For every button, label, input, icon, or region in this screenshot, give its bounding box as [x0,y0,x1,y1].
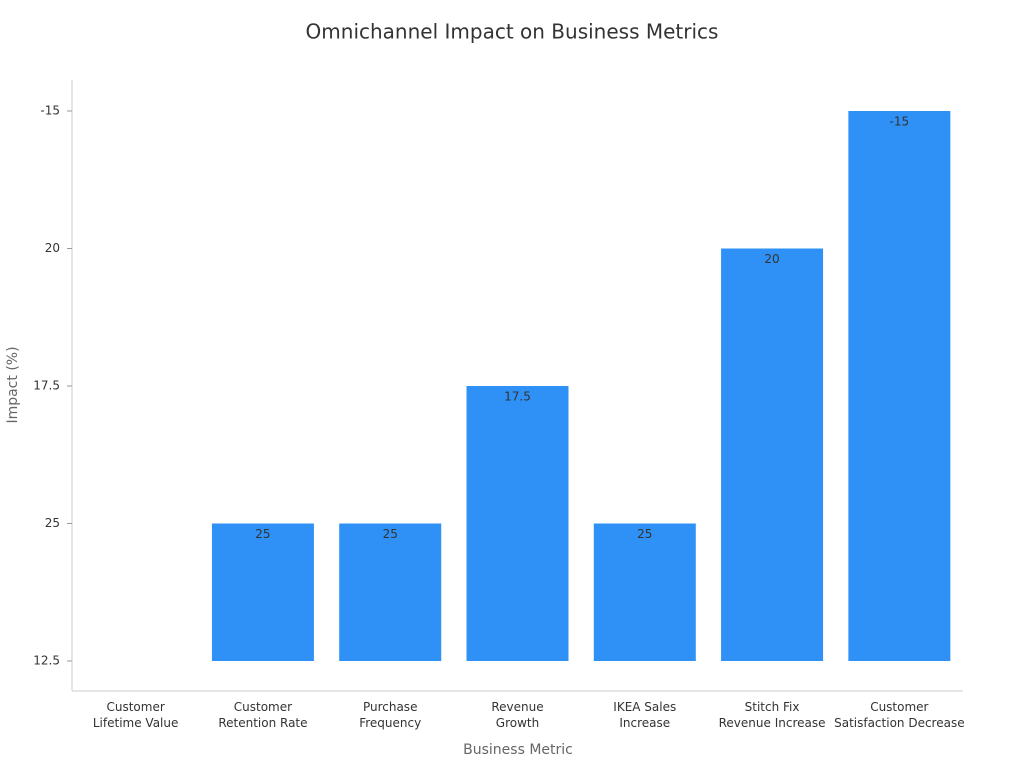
bar [721,248,824,661]
x-tick-label: Customer Retention Rate [218,700,308,730]
x-tick-label: Customer Satisfaction Decrease [834,700,965,730]
data-label: 25 [637,527,652,541]
data-label: 25 [383,527,398,541]
y-tick-label: -15 [40,104,60,118]
y-tick-label: 12.5 [33,654,60,668]
y-tick-label: 20 [45,241,60,255]
x-tick-label: IKEA Sales Increase [613,700,677,730]
bar [848,111,951,661]
x-tick-label: Revenue Growth [491,700,544,730]
data-label: 20 [764,252,779,266]
data-label: -15 [890,115,910,129]
x-tick-label: Stitch Fix Revenue Increase [718,700,826,730]
x-axis-label: Business Metric [463,742,573,758]
bar [466,386,569,661]
bar [339,523,442,661]
y-tick-label: 25 [45,516,60,530]
bar [593,523,696,661]
y-axis-label: Impact (%) [5,346,21,423]
x-tick-label: Customer Lifetime Value [92,700,179,730]
chart-title: Omnichannel Impact on Business Metrics [306,20,719,44]
data-label: 17.5 [504,390,531,404]
bar [211,523,314,661]
y-tick-label: 17.5 [33,379,60,393]
x-tick-label: Purchase Frequency [359,700,422,730]
data-label: 25 [255,527,270,541]
